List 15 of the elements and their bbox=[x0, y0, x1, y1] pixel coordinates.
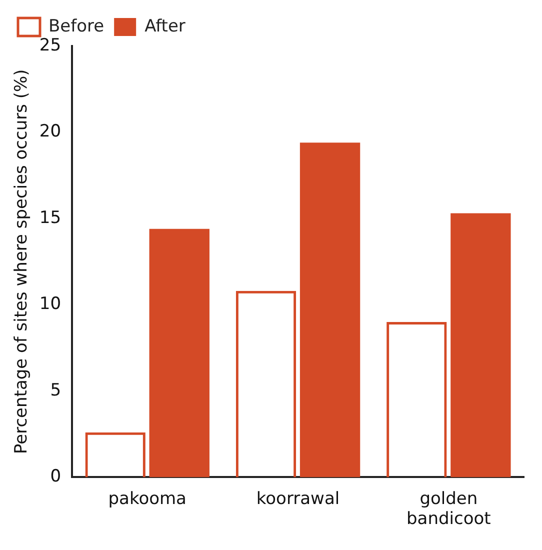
x-tick-label: golden bandicoot bbox=[406, 488, 492, 530]
y-tick-label: 10 bbox=[39, 294, 62, 314]
legend-label: Before bbox=[48, 16, 104, 36]
x-tick-label: koorrawal bbox=[256, 488, 340, 509]
y-tick-label: 25 bbox=[39, 35, 62, 56]
y-axis-title: Percentage of sites where species occurs (%) bbox=[12, 69, 32, 454]
y-tick-label: 5 bbox=[50, 380, 62, 400]
bar bbox=[450, 213, 511, 478]
x-tick-label: pakooma bbox=[108, 488, 186, 509]
y-tick-label: 20 bbox=[39, 122, 62, 142]
bar bbox=[149, 228, 210, 478]
legend-label: After bbox=[144, 16, 186, 36]
bar bbox=[300, 142, 360, 478]
y-tick-label: 0 bbox=[50, 466, 62, 487]
y-tick-label: 15 bbox=[39, 208, 62, 228]
